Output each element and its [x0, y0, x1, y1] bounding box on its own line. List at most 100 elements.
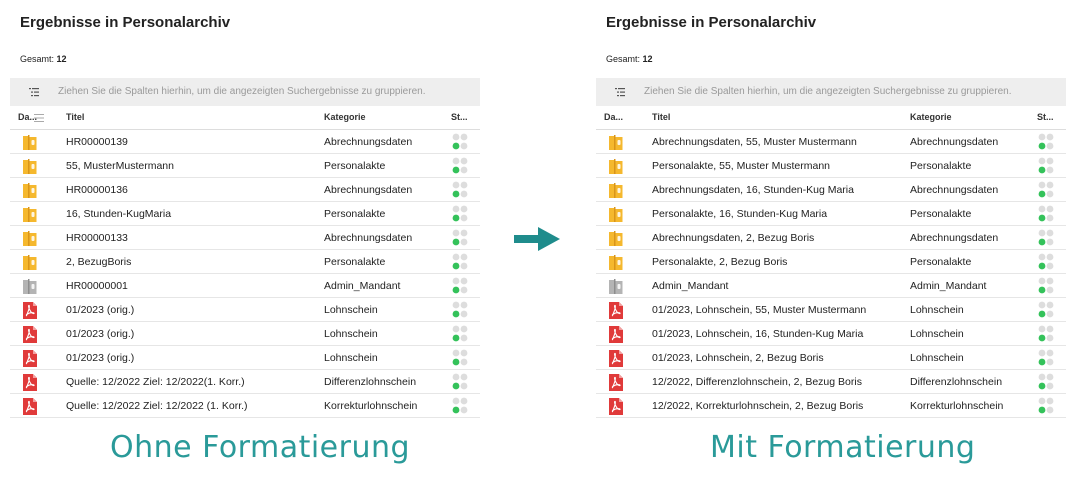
- cell-kategorie: Korrekturlohnschein: [910, 400, 1004, 412]
- status-indicator: [1038, 277, 1054, 294]
- pdf-icon: [609, 350, 623, 367]
- status-indicator: [452, 133, 468, 150]
- cell-title: 12/2022, Korrekturlohnschein, 2, Bezug B…: [652, 400, 864, 412]
- cell-kategorie: Personalakte: [910, 160, 972, 172]
- cell-kategorie: Abrechnungsdaten: [324, 232, 413, 244]
- status-indicator: [1038, 133, 1054, 150]
- pdf-icon: [23, 350, 37, 367]
- cell-kategorie: Personalakte: [324, 256, 386, 268]
- cell-kategorie: Differenzlohnschein: [910, 376, 1003, 388]
- pdf-icon: [609, 398, 623, 415]
- cell-kategorie: Abrechnungsdaten: [910, 232, 999, 244]
- total-count: Gesamt: 12: [20, 54, 67, 64]
- cell-kategorie: Lohnschein: [324, 328, 378, 340]
- table-row[interactable]: 01/2023 (orig.) Lohnschein: [10, 346, 480, 370]
- cell-title: 01/2023 (orig.): [66, 328, 135, 340]
- table-header: Da... Titel Kategorie St...: [596, 107, 1066, 130]
- table-row[interactable]: HR00000133 Abrechnungsdaten: [10, 226, 480, 250]
- status-indicator: [452, 397, 468, 414]
- folder-grey-icon: [609, 279, 623, 294]
- cell-title: 01/2023, Lohnschein, 16, Stunden-Kug Mar…: [652, 328, 864, 340]
- column-header-status[interactable]: St...: [1037, 112, 1054, 122]
- cell-kategorie: Abrechnungsdaten: [910, 136, 999, 148]
- status-indicator: [452, 253, 468, 270]
- column-header-kategorie[interactable]: Kategorie: [324, 112, 366, 122]
- status-indicator: [452, 373, 468, 390]
- cell-kategorie: Personalakte: [910, 256, 972, 268]
- cell-title: HR00000001: [66, 280, 128, 292]
- cell-title: Personalakte, 2, Bezug Boris: [652, 256, 788, 268]
- table-row[interactable]: Abrechnungsdaten, 16, Stunden-Kug Maria A…: [596, 178, 1066, 202]
- table-row[interactable]: Quelle: 12/2022 Ziel: 12/2022(1. Korr.) D…: [10, 370, 480, 394]
- status-indicator: [1038, 373, 1054, 390]
- cell-kategorie: Lohnschein: [910, 328, 964, 340]
- column-menu-icon[interactable]: [34, 114, 44, 122]
- column-header-da[interactable]: Da...: [604, 112, 624, 122]
- status-indicator: [1038, 205, 1054, 222]
- table-row[interactable]: 12/2022, Korrekturlohnschein, 2, Bezug B…: [596, 394, 1066, 418]
- table-row[interactable]: HR00000001 Admin_Mandant: [10, 274, 480, 298]
- group-hint-text: Ziehen Sie die Spalten hierhin, um die a…: [644, 86, 1012, 97]
- folder-grey-icon: [23, 279, 37, 294]
- status-indicator: [1038, 229, 1054, 246]
- table-row[interactable]: Abrechnungsdaten, 55, Muster Mustermann A…: [596, 130, 1066, 154]
- table-row[interactable]: HR00000136 Abrechnungsdaten: [10, 178, 480, 202]
- total-label: Gesamt:: [606, 54, 641, 64]
- folder-icon: [23, 231, 37, 246]
- status-indicator: [1038, 325, 1054, 342]
- column-header-titel[interactable]: Titel: [652, 112, 671, 122]
- cell-title: Personalakte, 55, Muster Mustermann: [652, 160, 830, 172]
- table-row[interactable]: Personalakte, 16, Stunden-Kug Maria Perso…: [596, 202, 1066, 226]
- cell-title: HR00000136: [66, 184, 128, 196]
- table-row[interactable]: HR00000139 Abrechnungsdaten: [10, 130, 480, 154]
- cell-kategorie: Lohnschein: [324, 352, 378, 364]
- folder-icon: [609, 135, 623, 150]
- table-row[interactable]: Abrechnungsdaten, 2, Bezug Boris Abrechnu…: [596, 226, 1066, 250]
- table-row[interactable]: 55, MusterMustermann Personalakte: [10, 154, 480, 178]
- column-header-titel[interactable]: Titel: [66, 112, 85, 122]
- status-indicator: [1038, 301, 1054, 318]
- table-row[interactable]: Quelle: 12/2022 Ziel: 12/2022 (1. Korr.)…: [10, 394, 480, 418]
- total-value: 12: [642, 54, 653, 64]
- table-row[interactable]: 01/2023, Lohnschein, 55, Muster Musterma…: [596, 298, 1066, 322]
- folder-icon: [609, 183, 623, 198]
- pdf-icon: [23, 326, 37, 343]
- table-row[interactable]: 01/2023, Lohnschein, 2, Bezug Boris Lohns…: [596, 346, 1066, 370]
- cell-title: Abrechnungsdaten, 55, Muster Mustermann: [652, 136, 857, 148]
- cell-title: 01/2023 (orig.): [66, 304, 135, 316]
- group-drop-zone[interactable]: Ziehen Sie die Spalten hierhin, um die a…: [596, 78, 1066, 106]
- pdf-icon: [23, 374, 37, 391]
- pdf-icon: [609, 374, 623, 391]
- table-row[interactable]: 2, BezugBoris Personalakte: [10, 250, 480, 274]
- status-indicator: [1038, 253, 1054, 270]
- cell-kategorie: Lohnschein: [910, 304, 964, 316]
- caption-without-formatting: Ohne Formatierung: [110, 430, 411, 465]
- folder-icon: [23, 159, 37, 174]
- column-header-status[interactable]: St...: [451, 112, 468, 122]
- status-indicator: [452, 325, 468, 342]
- table-row[interactable]: Admin_Mandant Admin_Mandant: [596, 274, 1066, 298]
- table-row[interactable]: Personalakte, 55, Muster Mustermann Perso…: [596, 154, 1066, 178]
- table-row[interactable]: 01/2023, Lohnschein, 16, Stunden-Kug Mar…: [596, 322, 1066, 346]
- group-drop-zone[interactable]: Ziehen Sie die Spalten hierhin, um die a…: [10, 78, 480, 106]
- cell-kategorie: Abrechnungsdaten: [324, 136, 413, 148]
- status-indicator: [452, 205, 468, 222]
- cell-kategorie: Personalakte: [324, 208, 386, 220]
- total-label: Gesamt:: [20, 54, 55, 64]
- table-row[interactable]: 12/2022, Differenzlohnschein, 2, Bezug B…: [596, 370, 1066, 394]
- status-indicator: [1038, 349, 1054, 366]
- cell-kategorie: Admin_Mandant: [910, 280, 987, 292]
- folder-icon: [23, 135, 37, 150]
- caption-with-formatting: Mit Formatierung: [710, 430, 976, 465]
- cell-title: Personalakte, 16, Stunden-Kug Maria: [652, 208, 828, 220]
- table-row[interactable]: 01/2023 (orig.) Lohnschein: [10, 298, 480, 322]
- page-title: Ergebnisse in Personalarchiv: [606, 14, 817, 31]
- table-row[interactable]: 01/2023 (orig.) Lohnschein: [10, 322, 480, 346]
- table-row[interactable]: Personalakte, 2, Bezug Boris Personalakte: [596, 250, 1066, 274]
- table-row[interactable]: 16, Stunden-KugMaria Personalakte: [10, 202, 480, 226]
- column-header-kategorie[interactable]: Kategorie: [910, 112, 952, 122]
- cell-title: Quelle: 12/2022 Ziel: 12/2022(1. Korr.): [66, 376, 245, 388]
- column-header-da[interactable]: Da...: [18, 112, 38, 122]
- pdf-icon: [609, 302, 623, 319]
- cell-title: HR00000133: [66, 232, 128, 244]
